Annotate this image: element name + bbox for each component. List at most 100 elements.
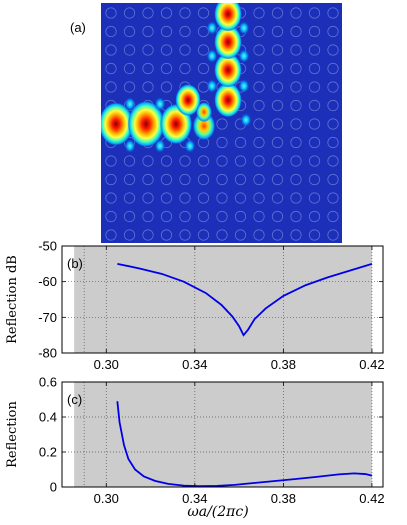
field-hotspot	[195, 101, 213, 123]
lattice-rod	[160, 210, 173, 223]
lattice-rod	[216, 136, 228, 149]
lattice-rod	[123, 7, 136, 19]
panel-c-chart: 0.30 0.34 0.38 0.42 0.6 0.4 0.2 0 (c) Reflectio…	[5, 375, 385, 507]
lattice-rod	[234, 210, 247, 223]
field-hotspot	[240, 112, 252, 128]
lattice-rod	[197, 210, 210, 223]
x-tick-label: 0.42	[359, 357, 384, 372]
lattice-rod	[308, 118, 321, 130]
lattice-rod	[142, 210, 154, 223]
lattice-rod	[253, 7, 265, 19]
field-hotspot	[206, 48, 218, 64]
lattice-rod	[290, 62, 302, 75]
lattice-rod	[160, 62, 173, 75]
lattice-rod	[142, 62, 154, 75]
lattice-rod	[123, 81, 136, 93]
panel-c-ylabel: Reflection	[5, 401, 20, 468]
lattice-rod	[234, 136, 247, 149]
lattice-rod	[197, 62, 210, 75]
field-hotspot	[238, 48, 250, 64]
lattice-rod	[271, 25, 284, 38]
lattice-rod	[271, 210, 284, 223]
lattice-rod	[271, 155, 284, 167]
lattice-rod	[308, 173, 321, 186]
lattice-rod	[142, 7, 154, 19]
panel-b-reflection-db-line	[117, 262, 373, 337]
lattice-rod	[216, 118, 228, 130]
x-tick-label: 0.38	[271, 357, 296, 372]
lattice-rod	[290, 155, 302, 167]
y-tick-label: 0.4	[39, 410, 57, 425]
lattice-rod	[308, 25, 321, 38]
lattice-rod	[197, 44, 210, 56]
lattice-rod	[160, 25, 173, 38]
lattice-rod	[271, 7, 284, 19]
lattice-rod	[253, 229, 265, 241]
y-tick-label: -70	[38, 310, 57, 325]
lattice-rod	[271, 136, 284, 149]
lattice-rod	[123, 62, 136, 75]
lattice-rod	[142, 25, 154, 38]
lattice-rod	[290, 44, 302, 56]
lattice-rod	[160, 229, 173, 241]
lattice-rod	[142, 173, 154, 186]
lattice-rod	[123, 173, 136, 186]
lattice-rod	[271, 44, 284, 56]
y-tick-label: 0.2	[39, 445, 57, 460]
lattice-rod	[271, 173, 284, 186]
lattice-rod	[142, 44, 154, 56]
lattice-rod	[290, 7, 302, 19]
y-tick-label: -50	[38, 239, 57, 254]
lattice-rod	[179, 210, 191, 223]
lattice-rod	[197, 229, 210, 241]
lattice-rod	[105, 210, 117, 223]
lattice-rod	[253, 173, 265, 186]
panel-c-label: (c)	[67, 392, 82, 407]
lattice-rod	[290, 25, 302, 38]
lattice-rod	[327, 62, 339, 75]
lattice-rod	[327, 136, 339, 149]
field-hotspot	[154, 138, 166, 154]
lattice-rod	[160, 155, 173, 167]
y-tick-label: -80	[38, 346, 57, 361]
lattice-rod	[234, 155, 247, 167]
lattice-rod	[290, 229, 302, 241]
lattice-rod	[179, 7, 191, 19]
lattice-rod	[290, 210, 302, 223]
x-tick-label: 0.42	[359, 491, 384, 506]
panel-b-ylabel: Reflection dB	[5, 255, 20, 344]
lattice-rod	[234, 229, 247, 241]
lattice-rod	[308, 81, 321, 93]
lattice-rod	[253, 62, 265, 75]
lattice-rod	[271, 81, 284, 93]
panel-b-shaded-band	[74, 246, 372, 353]
lattice-rod	[253, 155, 265, 167]
field-hotspot	[238, 78, 250, 94]
lattice-rod	[253, 210, 265, 223]
field-hotspots	[101, 3, 252, 154]
y-tick-label: 0.6	[39, 375, 57, 390]
panel-b-frame	[61, 245, 384, 354]
lattice-rod	[216, 155, 228, 167]
lattice-rod	[308, 229, 321, 241]
lattice-rod	[142, 81, 154, 93]
lattice-rod	[179, 62, 191, 75]
lattice-rod	[271, 62, 284, 75]
lattice-rod	[179, 44, 191, 56]
lattice-rod	[327, 173, 339, 186]
x-tick-label: 0.38	[271, 491, 296, 506]
lattice-rod	[160, 81, 173, 93]
lattice-rod	[179, 192, 191, 204]
lattice-rod	[216, 210, 228, 223]
field-hotspot	[206, 78, 218, 94]
x-tick-label: 0.30	[94, 491, 119, 506]
lattice-rod	[271, 99, 284, 112]
field-hotspot	[206, 20, 218, 36]
field-hotspot	[154, 96, 166, 112]
lattice-rod	[123, 155, 136, 167]
lattice-rod	[253, 99, 265, 112]
panel-c-reflection-line	[116, 401, 373, 488]
lattice-rod	[327, 25, 339, 38]
field-hotspot	[214, 82, 242, 118]
